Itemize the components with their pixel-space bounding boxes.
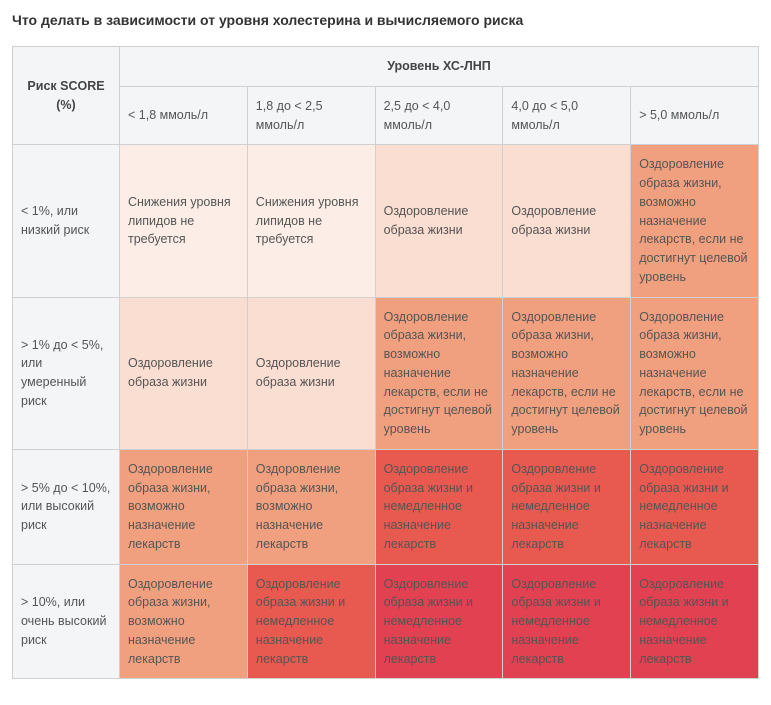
data-cell: Оздоровление образа жизни, возможно назн… bbox=[631, 297, 759, 449]
data-cell: Снижения уровня липидов не требуется bbox=[120, 145, 248, 297]
data-cell: Оздоровление образа жизни, возможно назн… bbox=[247, 449, 375, 564]
column-header: < 1,8 ммоль/л bbox=[120, 86, 248, 145]
data-cell: Оздоровление образа жизни и немедленное … bbox=[631, 564, 759, 679]
table-row: > 10%, или очень высокий рискОздоровлени… bbox=[13, 564, 759, 679]
data-cell: Оздоровление образа жизни, возможно назн… bbox=[375, 297, 503, 449]
cholesterol-risk-table: Риск SCORE (%) Уровень ХС-ЛНП < 1,8 ммол… bbox=[12, 46, 759, 679]
row-label: > 1% до < 5%, или умеренный риск bbox=[13, 297, 120, 449]
column-header-row: < 1,8 ммоль/л1,8 до < 2,5 ммоль/л2,5 до … bbox=[13, 86, 759, 145]
data-cell: Оздоровление образа жизни и немедленное … bbox=[375, 564, 503, 679]
table-row: > 1% до < 5%, или умеренный рискОздоровл… bbox=[13, 297, 759, 449]
data-cell: Оздоровление образа жизни и немедленное … bbox=[503, 564, 631, 679]
table-row: < 1%, или низкий рискСнижения уровня лип… bbox=[13, 145, 759, 297]
column-header: 2,5 до < 4,0 ммоль/л bbox=[375, 86, 503, 145]
risk-header: Риск SCORE (%) bbox=[13, 47, 120, 145]
row-label: > 5% до < 10%, или высокий риск bbox=[13, 449, 120, 564]
data-cell: Оздоровление образа жизни и немедленное … bbox=[247, 564, 375, 679]
row-label: < 1%, или низкий риск bbox=[13, 145, 120, 297]
data-cell: Оздоровление образа жизни, возможно назн… bbox=[120, 564, 248, 679]
column-header: 4,0 до < 5,0 ммоль/л bbox=[503, 86, 631, 145]
data-cell: Оздоровление образа жизни bbox=[503, 145, 631, 297]
column-header: 1,8 до < 2,5 ммоль/л bbox=[247, 86, 375, 145]
column-header: > 5,0 ммоль/л bbox=[631, 86, 759, 145]
data-cell: Оздоровление образа жизни bbox=[375, 145, 503, 297]
table-row: > 5% до < 10%, или высокий рискОздоровле… bbox=[13, 449, 759, 564]
data-cell: Оздоровление образа жизни, возможно назн… bbox=[631, 145, 759, 297]
data-cell: Оздоровление образа жизни и немедленное … bbox=[631, 449, 759, 564]
row-label: > 10%, или очень высокий риск bbox=[13, 564, 120, 679]
data-cell: Оздоровление образа жизни bbox=[247, 297, 375, 449]
data-cell: Оздоровление образа жизни bbox=[120, 297, 248, 449]
data-cell: Оздоровление образа жизни, возможно назн… bbox=[120, 449, 248, 564]
table-body: < 1%, или низкий рискСнижения уровня лип… bbox=[13, 145, 759, 679]
page-title: Что делать в зависимости от уровня холес… bbox=[12, 12, 759, 28]
data-cell: Снижения уровня липидов не требуется bbox=[247, 145, 375, 297]
data-cell: Оздоровление образа жизни и немедленное … bbox=[503, 449, 631, 564]
data-cell: Оздоровление образа жизни, возможно назн… bbox=[503, 297, 631, 449]
data-cell: Оздоровление образа жизни и немедленное … bbox=[375, 449, 503, 564]
ldl-header: Уровень ХС-ЛНП bbox=[120, 47, 759, 87]
